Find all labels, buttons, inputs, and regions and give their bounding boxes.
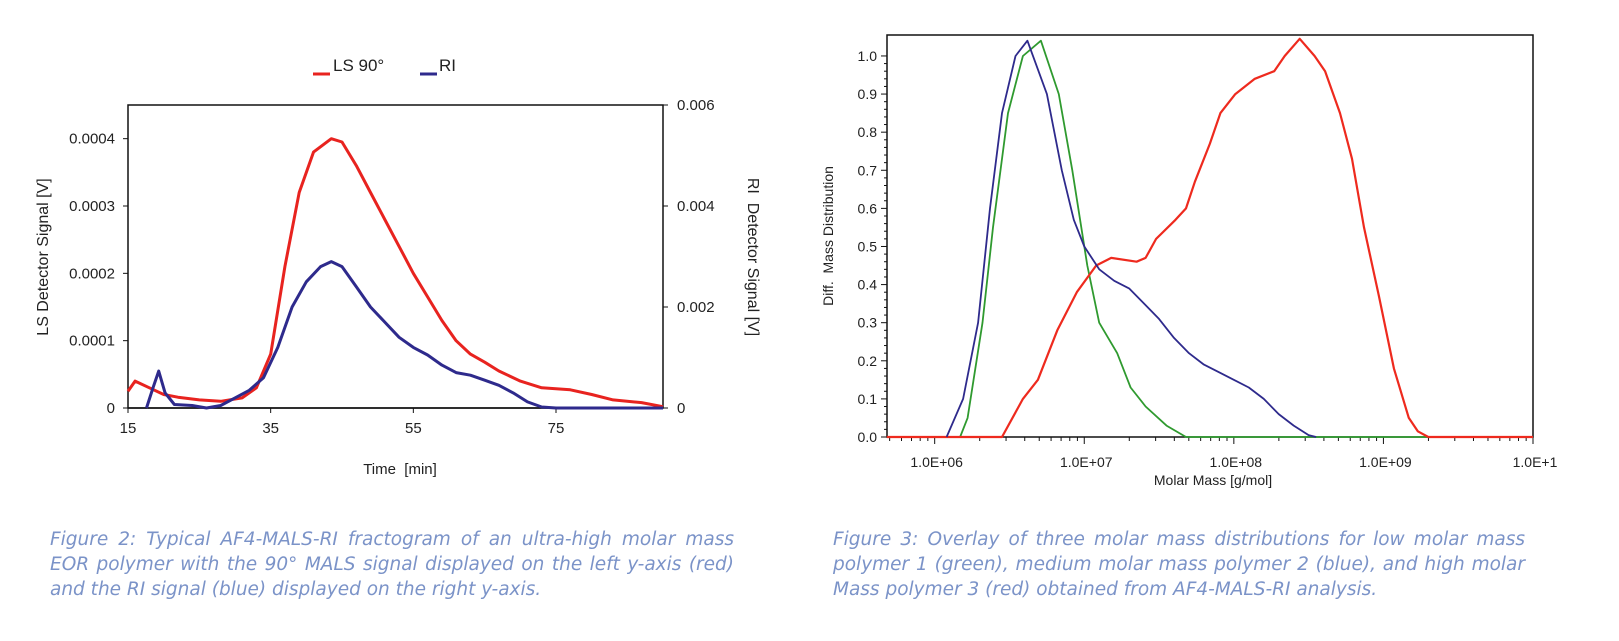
x-tick-label: 55 bbox=[405, 420, 422, 437]
y2-tick-label: 0.002 bbox=[677, 299, 715, 316]
y2-tick-label: 0.006 bbox=[677, 97, 715, 114]
y-tick-label: 0 bbox=[107, 400, 115, 417]
y-tick-label: 0.2 bbox=[858, 353, 878, 369]
legend: LS 90° RI bbox=[313, 56, 456, 76]
y2-axis-title: RI Detector Signal [V] bbox=[744, 178, 761, 336]
legend-label-ls: LS 90° bbox=[333, 56, 384, 75]
y2-tick-label: 0 bbox=[677, 400, 685, 417]
legend-label-ri: RI bbox=[439, 56, 456, 75]
y-tick-label: 0.3 bbox=[858, 315, 878, 331]
x-tick-label: 1.0E+07 bbox=[1060, 454, 1113, 470]
y-tick-label: 1.0 bbox=[858, 48, 878, 64]
x-tick-label: 15 bbox=[120, 420, 137, 437]
figure-2-caption: Figure 2: Typical AF4-MALS-RI fractogram… bbox=[50, 529, 734, 600]
y-axis-title: LS Detector Signal [V] bbox=[35, 178, 52, 335]
x-tick-label: 75 bbox=[548, 420, 565, 437]
x-tick-label: 1.0E+06 bbox=[910, 454, 963, 470]
y-tick-label: 0.4 bbox=[858, 277, 878, 293]
y2-tick-label: 0.004 bbox=[677, 198, 715, 215]
series-line-polymer-3 bbox=[886, 37, 1533, 439]
y-tick-label: 0.8 bbox=[858, 124, 878, 140]
figure-3-caption: Figure 3: Overlay of three molar mass di… bbox=[833, 529, 1525, 600]
x-axis-title: Molar Mass [g/mol] bbox=[1154, 472, 1272, 488]
series-line-polymer-1 bbox=[959, 39, 1429, 438]
molar-mass-distribution-chart: 1.0E+06 1.0E+07 1.0E+08 1.0E+09 1.0E+1 0.0 0.1… bbox=[820, 34, 1558, 488]
x-tick-label: 35 bbox=[262, 420, 279, 437]
y-tick-label: 0.1 bbox=[858, 391, 878, 407]
y-tick-label: 0.0004 bbox=[69, 131, 115, 148]
y-tick-label: 0.0002 bbox=[69, 265, 115, 282]
y-tick-label: 0.7 bbox=[858, 162, 878, 178]
y-tick-label: 0.6 bbox=[858, 200, 878, 216]
y-tick-label: 0.0001 bbox=[69, 333, 115, 350]
plot-area bbox=[886, 34, 1534, 438]
series-line-ri bbox=[145, 260, 663, 410]
x-tick-label: 1.0E+1 bbox=[1513, 454, 1558, 470]
y-tick-label: 0.0003 bbox=[69, 198, 115, 215]
series-line-polymer-2 bbox=[945, 39, 1317, 438]
y-tick-label: 0.0 bbox=[858, 429, 878, 445]
x-tick-label: 1.0E+08 bbox=[1210, 454, 1263, 470]
y-tick-label: 0.5 bbox=[858, 238, 878, 254]
y-axis-title: Diff. Mass Distribution bbox=[820, 166, 836, 306]
x-axis-title: Time [min] bbox=[363, 461, 437, 478]
fractogram-chart: LS 90° RI 15 35 55 75 0 0.0001 0.0002 0.0003 0.0… bbox=[35, 56, 761, 478]
x-tick-label: 1.0E+09 bbox=[1359, 454, 1412, 470]
series-line-ls90 bbox=[126, 137, 664, 409]
y-tick-label: 0.9 bbox=[858, 86, 878, 102]
